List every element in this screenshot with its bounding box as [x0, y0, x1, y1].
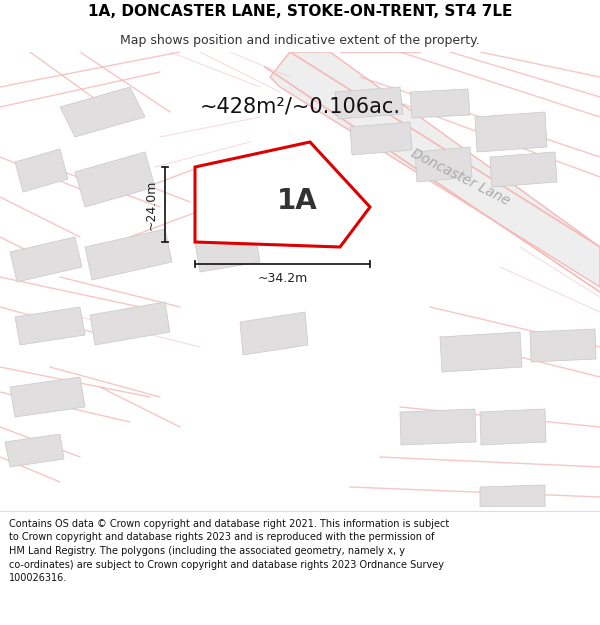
Text: ~428m²/~0.106ac.: ~428m²/~0.106ac.: [199, 97, 401, 117]
Polygon shape: [90, 302, 170, 345]
Polygon shape: [270, 52, 600, 287]
Polygon shape: [195, 155, 262, 201]
Polygon shape: [415, 147, 472, 182]
Polygon shape: [475, 112, 547, 152]
Polygon shape: [15, 149, 68, 192]
Polygon shape: [350, 122, 412, 155]
Polygon shape: [335, 87, 403, 119]
Polygon shape: [60, 87, 145, 137]
Text: Contains OS data © Crown copyright and database right 2021. This information is : Contains OS data © Crown copyright and d…: [9, 519, 449, 583]
Polygon shape: [10, 377, 85, 417]
Polygon shape: [5, 434, 64, 467]
Text: ~24.0m: ~24.0m: [145, 179, 157, 229]
Polygon shape: [480, 409, 546, 445]
Polygon shape: [410, 89, 470, 118]
Polygon shape: [490, 152, 557, 187]
Polygon shape: [240, 312, 308, 355]
Polygon shape: [480, 485, 545, 507]
Text: 1A: 1A: [277, 187, 317, 215]
Polygon shape: [75, 152, 155, 207]
Text: 1A, DONCASTER LANE, STOKE-ON-TRENT, ST4 7LE: 1A, DONCASTER LANE, STOKE-ON-TRENT, ST4 …: [88, 4, 512, 19]
Polygon shape: [195, 142, 370, 247]
Polygon shape: [400, 409, 476, 445]
Text: Doncaster Lane: Doncaster Lane: [409, 146, 512, 208]
Polygon shape: [195, 232, 260, 272]
Polygon shape: [530, 329, 596, 362]
Polygon shape: [85, 229, 172, 280]
Text: Map shows position and indicative extent of the property.: Map shows position and indicative extent…: [120, 34, 480, 47]
Polygon shape: [10, 237, 82, 282]
Polygon shape: [440, 332, 522, 372]
Polygon shape: [15, 307, 85, 345]
Text: ~34.2m: ~34.2m: [257, 272, 308, 286]
